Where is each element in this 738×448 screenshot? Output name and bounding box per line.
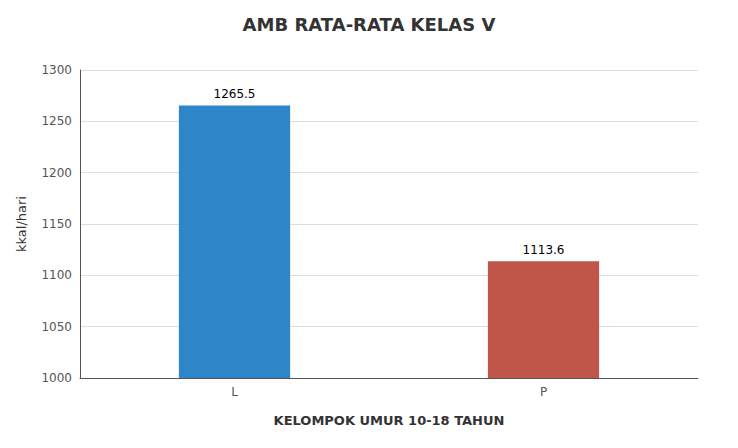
- svg-text:kkal/hari: kkal/hari: [14, 196, 29, 252]
- svg-text:AMB RATA-RATA KELAS V: AMB RATA-RATA KELAS V: [243, 14, 496, 35]
- svg-text:P: P: [540, 385, 547, 399]
- svg-text:1200: 1200: [41, 166, 72, 180]
- svg-text:1050: 1050: [41, 320, 72, 334]
- svg-text:L: L: [231, 385, 238, 399]
- svg-text:1113.6: 1113.6: [523, 243, 565, 257]
- svg-text:1300: 1300: [41, 63, 72, 77]
- svg-text:1100: 1100: [41, 268, 72, 282]
- svg-text:1000: 1000: [41, 371, 72, 385]
- svg-text:1250: 1250: [41, 114, 72, 128]
- svg-text:1150: 1150: [41, 217, 72, 231]
- svg-text:KELOMPOK UMUR 10-18 TAHUN: KELOMPOK UMUR 10-18 TAHUN: [274, 413, 505, 428]
- svg-text:1265.5: 1265.5: [214, 87, 256, 101]
